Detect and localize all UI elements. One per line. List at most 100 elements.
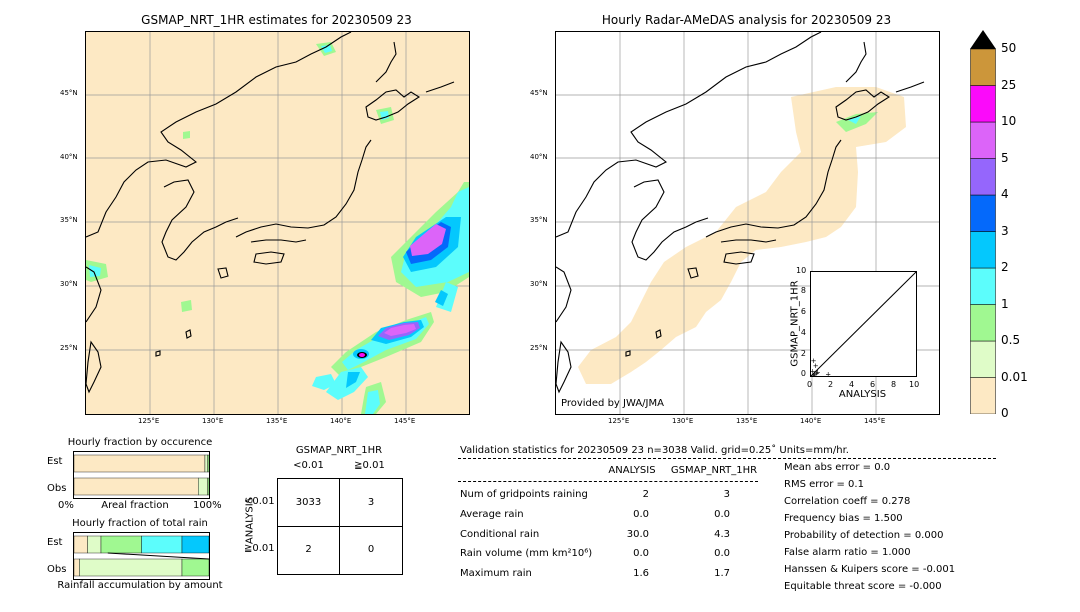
inset-xtick-0: 0 bbox=[807, 380, 813, 389]
left-lat-label-40: 40°N bbox=[60, 153, 78, 161]
colorbar-label: 0 bbox=[1001, 406, 1009, 420]
occurrence-canvas bbox=[73, 454, 210, 496]
left-lon-label-145: 145°E bbox=[394, 417, 416, 425]
inset-xtick-2: 2 bbox=[828, 380, 834, 389]
validation-header: Validation statistics for 20230509 23 n=… bbox=[460, 445, 849, 456]
total-rain-footer: Rainfall accumulation by amount bbox=[57, 580, 223, 591]
colorbar-swatch bbox=[970, 340, 996, 378]
stacked-bar-segment bbox=[207, 454, 210, 473]
validation-row-gsmap: 3 bbox=[723, 489, 730, 500]
left-map bbox=[85, 31, 470, 415]
colorbar-label: 4 bbox=[1001, 187, 1009, 201]
validation-row-gsmap: 0.0 bbox=[714, 509, 730, 520]
colorbar-label: 2 bbox=[1001, 260, 1009, 274]
validation-row-label: Maximum rain bbox=[460, 568, 532, 579]
stacked-bar-segment bbox=[87, 535, 102, 554]
stacked-bar-segment bbox=[73, 477, 199, 496]
inset-xtick-10: 10 bbox=[909, 380, 920, 389]
contingency-cell-11: 0 bbox=[367, 544, 375, 555]
validation-row-analysis: 2 bbox=[642, 489, 649, 500]
inset-ytick-8: 8 bbox=[800, 286, 806, 295]
right-coastlines bbox=[556, 32, 925, 394]
contingency-col-label-0: <0.01 bbox=[293, 460, 324, 471]
inset-ytick-6: 6 bbox=[800, 307, 806, 316]
occurrence-axis-right: 100% bbox=[193, 500, 222, 511]
colorbar-swatch bbox=[970, 377, 996, 415]
colorbar-label: 3 bbox=[1001, 223, 1009, 238]
colorbar-swatch bbox=[970, 267, 996, 305]
inset-diagonal bbox=[810, 271, 917, 377]
right-lon-label-140: 140°E bbox=[800, 417, 822, 425]
right-lat-label-25: 25°N bbox=[530, 344, 548, 352]
right-lon-label-145: 145°E bbox=[864, 417, 886, 425]
validation-row-analysis: 1.6 bbox=[633, 568, 649, 579]
stacked-bar-segment bbox=[79, 558, 183, 577]
score-mean-abs-error: Mean abs error = 0.0 bbox=[784, 462, 891, 473]
inset-scatter-point: + bbox=[812, 370, 818, 376]
score-hanssen-kuipers: Hanssen & Kuipers score = -0.001 bbox=[784, 564, 956, 575]
validation-row-analysis: 0.0 bbox=[633, 509, 649, 520]
right-lon-label-135: 135°E bbox=[736, 417, 758, 425]
occurrence-chart bbox=[73, 451, 210, 499]
colorbar-label: 5 bbox=[1001, 150, 1009, 165]
total-rain-chart bbox=[73, 532, 210, 580]
colorbar-label: 50 bbox=[1001, 41, 1017, 55]
colorbar-swatch bbox=[970, 48, 996, 86]
inset-scatter-point: + bbox=[811, 357, 817, 365]
colorbar-overflow-triangle bbox=[970, 30, 996, 49]
colorbar-label: 25 bbox=[1001, 77, 1017, 92]
colorbar-canvas bbox=[970, 30, 996, 415]
radar-coverage-area bbox=[578, 87, 906, 384]
colorbar-label: 10 bbox=[1001, 114, 1017, 128]
left-map-canvas bbox=[86, 32, 469, 414]
stacked-bar-segment bbox=[141, 535, 183, 554]
stacked-bar-segment bbox=[204, 454, 208, 473]
right-lat-label-40: 40°N bbox=[530, 153, 548, 161]
occurrence-title: Hourly fraction by occurence bbox=[67, 437, 213, 448]
total-rain-est-label: Est bbox=[47, 537, 63, 548]
inset-scatter-point: + bbox=[815, 368, 821, 376]
right-map: ++++++++ Provided by JWA/JMA bbox=[555, 31, 940, 415]
occurrence-est-label: Est bbox=[47, 456, 63, 467]
occurrence-obs-label: Obs bbox=[47, 483, 67, 494]
validation-col-divider bbox=[458, 481, 758, 482]
validation-row-label: Conditional rain bbox=[460, 529, 540, 540]
stacked-bar-segment bbox=[73, 558, 80, 577]
colorbar-label: 0.5 bbox=[1001, 333, 1021, 347]
contingency-row-label-1: ≧0.01 bbox=[244, 543, 275, 554]
left-map-title: GSMAP_NRT_1HR estimates for 20230509 23 bbox=[141, 13, 412, 27]
left-lon-label-135: 135°E bbox=[266, 417, 288, 425]
stacked-bar-segment bbox=[100, 535, 142, 554]
colorbar bbox=[970, 30, 996, 415]
total-rain-canvas bbox=[73, 535, 210, 577]
colorbar-swatch bbox=[970, 194, 996, 232]
colorbar-swatch bbox=[970, 304, 996, 342]
score-correlation: Correlation coeff = 0.278 bbox=[784, 496, 911, 507]
validation-row-gsmap: 1.7 bbox=[714, 568, 730, 579]
score-rms-error: RMS error = 0.1 bbox=[784, 479, 864, 490]
contingency-title: GSMAP_NRT_1HR bbox=[295, 445, 383, 456]
validation-row-gsmap: 4.3 bbox=[714, 529, 730, 540]
left-lat-label-45: 45°N bbox=[60, 89, 78, 97]
inset-scatter-point: + bbox=[814, 369, 820, 376]
contingency-col-label-1: ≧0.01 bbox=[354, 460, 385, 471]
score-frequency-bias: Frequency bias = 1.500 bbox=[784, 513, 903, 524]
validation-row-gsmap: 0.0 bbox=[714, 548, 730, 559]
contingency-table: 3033 3 2 0 bbox=[277, 478, 403, 575]
inset-ytick-0: 0 bbox=[800, 369, 806, 378]
inset-scatter-point: + bbox=[811, 367, 816, 375]
inset-ytick-4: 4 bbox=[800, 328, 806, 337]
inset-xtick-8: 8 bbox=[891, 380, 897, 389]
right-lon-label-125: 125°E bbox=[608, 417, 630, 425]
inset-ytick-10: 10 bbox=[796, 266, 807, 275]
validation-row-label: Rain volume (mm km²10⁶) bbox=[460, 548, 593, 559]
contingency-cell-01: 3 bbox=[367, 497, 375, 508]
score-false-alarm-ratio: False alarm ratio = 1.000 bbox=[784, 547, 911, 558]
stacked-bar-segment bbox=[207, 477, 210, 496]
colorbar-swatch bbox=[970, 85, 996, 123]
contingency-cell-00: 3033 bbox=[295, 497, 322, 508]
left-lon-label-130: 130°E bbox=[202, 417, 224, 425]
left-lat-label-30: 30°N bbox=[60, 280, 78, 288]
right-map-title: Hourly Radar-AMeDAS analysis for 2023050… bbox=[601, 13, 892, 27]
right-lat-label-35: 35°N bbox=[530, 216, 548, 224]
